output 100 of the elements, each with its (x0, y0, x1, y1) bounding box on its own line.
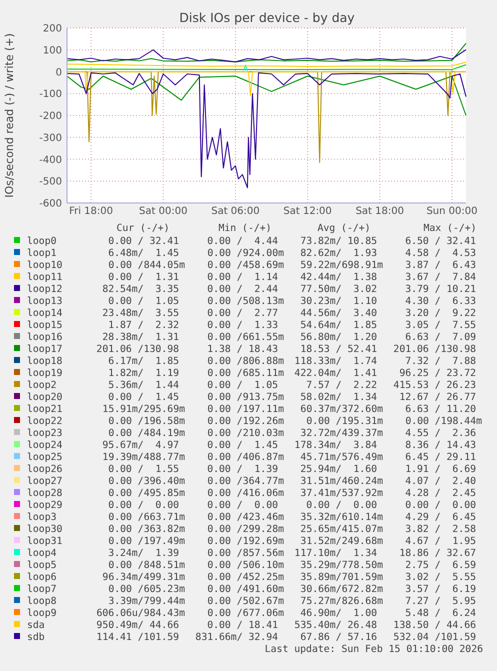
text: 42.44m/ 1.38 (300, 272, 378, 283)
text: 0.00 /848.51m (108, 560, 186, 571)
text: 0.00 /198.44m (405, 416, 482, 427)
text: 0.00 /495.85m (108, 488, 186, 499)
text: 54.64m/ 1.85 (300, 320, 378, 331)
legend-label: loop6 (27, 572, 57, 583)
text: 82.62m/ 1.93 (300, 248, 378, 259)
text: 6.45 / 29.11 (405, 452, 476, 463)
text: 0.00 /491.60m (207, 584, 284, 595)
legend-label: loop3 (27, 512, 57, 523)
text: 28.38m/ 1.31 (102, 332, 180, 343)
text: 3.87 / 6.43 (405, 260, 476, 271)
text: 7.57 / 2.22 (306, 380, 378, 391)
text: 35.29m/778.50m (300, 560, 384, 571)
text: 3.02 / 5.55 (405, 572, 476, 583)
y-tick-label: 200 (42, 24, 62, 34)
legend-label: loop20 (27, 392, 62, 403)
text: 96.25 / 23.72 (399, 368, 476, 379)
x-tick-label: Sun 00:00 (426, 206, 478, 217)
text: 114.41 /101.59 (96, 632, 180, 643)
text: 0.00 /192.69m (207, 536, 284, 547)
y-axis-title: IOs/second read (-) / write (+) (3, 33, 16, 198)
text: 0.00 /685.11m (207, 368, 284, 379)
text: 4.30 / 6.33 (405, 296, 476, 307)
legend-label: loop16 (27, 332, 62, 343)
text: 4.28 / 2.45 (405, 488, 476, 499)
text: 0.00 /913.75m (207, 392, 284, 403)
text: 15.91m/295.69m (102, 404, 186, 415)
text: 73.82m/ 10.85 (300, 236, 378, 247)
y-tick-label: 0 (56, 67, 62, 78)
text: 1.82m/ 1.19 (108, 368, 180, 379)
legend-label: loop15 (27, 320, 62, 331)
legend-label: loop8 (27, 596, 57, 607)
text: 118.33m/ 1.74 (294, 356, 378, 367)
text: 178.34m/ 3.84 (294, 440, 378, 451)
text: 0.00 /458.69m (207, 260, 284, 271)
legend-label: loop31 (27, 536, 62, 547)
text: 0.00 / 1.33 (207, 320, 278, 331)
text: 0.00 /844.05m (108, 260, 186, 271)
text: 46.90m/ 1.00 (300, 608, 378, 619)
text: 0.00 / 0.00 (306, 500, 378, 511)
text: 0.00 /416.06m (207, 488, 284, 499)
text: 25.94m/ 1.60 (300, 464, 378, 475)
legend-label: loop24 (27, 440, 62, 451)
text: 0.00 /197.11m (207, 404, 284, 415)
text: 1.87 / 2.32 (108, 320, 180, 331)
text: 32.72m/439.37m (300, 428, 384, 439)
text: 7.27 / 5.95 (405, 596, 476, 607)
text: 96.34m/499.31m (102, 572, 186, 583)
text: 45.71m/576.49m (300, 452, 384, 463)
text: 0.00 / 1.45 (108, 392, 180, 403)
text: 3.20 / 9.22 (405, 308, 476, 319)
text: 0.00 / 1.31 (108, 272, 180, 283)
line-series (66, 42, 466, 62)
y-tick-label: -200 (39, 111, 62, 122)
text: 0.00 /210.03m (207, 428, 284, 439)
text: 0.00 / 1.05 (108, 296, 180, 307)
text: 6.48m/ 1.45 (108, 248, 180, 259)
legend-label: loop19 (27, 368, 62, 379)
legend-label: loop17 (27, 344, 62, 355)
text: 2.75 / 6.59 (405, 560, 476, 571)
line-series (66, 49, 466, 62)
text: 0.00 /364.77m (207, 476, 284, 487)
text: 201.06 /130.98 (96, 344, 180, 355)
text: 6.63 / 7.09 (405, 332, 476, 343)
legend-label: loop21 (27, 404, 62, 415)
text: 31.52m/249.68m (300, 536, 384, 547)
legend-label: loop26 (27, 464, 62, 475)
text: 3.79 / 10.21 (405, 284, 476, 295)
y-tick-label: 100 (42, 45, 62, 56)
legend-label: sda (27, 620, 45, 631)
text: 0.00 / 32.41 (108, 236, 180, 247)
text: 3.82 / 2.58 (405, 524, 476, 535)
legend-label: loop9 (27, 608, 57, 619)
text: Min (-/+) (218, 223, 272, 234)
text: Cur (-/+) (116, 223, 170, 234)
text: 0.00 /452.25m (207, 572, 284, 583)
text: 82.54m/ 3.35 (102, 284, 180, 295)
text: 950.49m/ 44.66 (96, 620, 180, 631)
text: 831.66m/ 32.94 (195, 632, 278, 643)
text: 4.67 / 1.95 (405, 536, 476, 547)
text: 31.51m/460.24m (300, 476, 384, 487)
text: 3.05 / 7.55 (405, 320, 476, 331)
text: Last update: Sun Feb 15 01:10:00 2026 (264, 644, 484, 655)
text: 422.04m/ 1.41 (294, 368, 378, 379)
text: 4.55 / 2.36 (405, 428, 476, 439)
text: 0.00 /299.28m (207, 524, 284, 535)
text: 0.00 /406.87m (207, 452, 284, 463)
text: 6.63 / 11.20 (405, 404, 476, 415)
text: 415.53 / 26.23 (393, 380, 476, 391)
text: Avg (-/+) (317, 223, 371, 234)
text: 0.00 / 2.77 (207, 308, 278, 319)
text: 0.00 /663.71m (108, 512, 186, 523)
text: 30.66m/672.82m (300, 584, 384, 595)
text: 0.00 /195.31m (306, 416, 384, 427)
legend-label: loop0 (27, 236, 57, 247)
text: 4.07 / 2.40 (405, 476, 476, 487)
x-tick-label: Sat 12:00 (283, 206, 332, 217)
y-tick-label: -600 (39, 198, 62, 210)
text: 0.00 /661.55m (207, 332, 284, 343)
